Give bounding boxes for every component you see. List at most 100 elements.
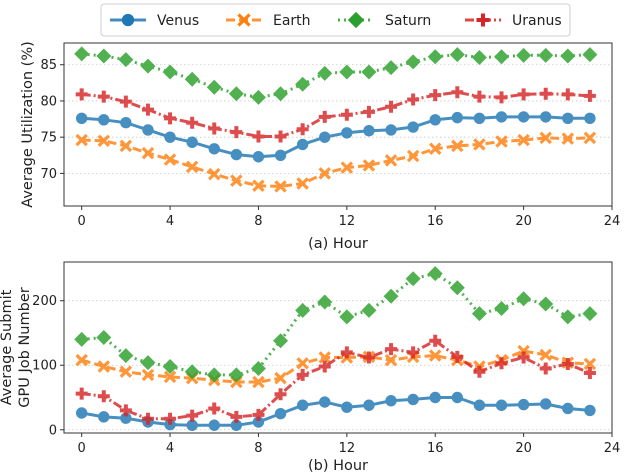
- panel-b-uranus-point: [583, 366, 596, 379]
- legend-item-earth: Earth: [226, 13, 311, 29]
- panel-a-venus-point: [120, 116, 132, 129]
- panel-a-uranus-point: [296, 123, 309, 136]
- panel-b-uranus-point: [429, 334, 442, 347]
- panel-b-venus-point: [363, 399, 375, 411]
- panel-a-uranus-point: [340, 108, 353, 121]
- panel-a-uranus-point: [451, 86, 464, 99]
- panel-a-earth-point: [362, 159, 376, 172]
- panel-a-earth-point: [406, 149, 420, 163]
- panel-b-saturn-point: [140, 355, 156, 371]
- panel-b-uranus-point: [517, 351, 530, 364]
- panel-b-earth-point: [119, 365, 133, 378]
- panel-a-earth-point: [583, 131, 597, 145]
- legend-uranus-marker: [476, 13, 490, 27]
- panel-a-venus-point: [186, 136, 198, 148]
- panel-b-saturn-point: [118, 348, 134, 364]
- panel-a-saturn-point: [494, 49, 510, 65]
- panel-b-venus-point: [495, 399, 508, 411]
- panel-b-xtick-label: 24: [604, 441, 621, 456]
- panel-a-earth-point: [252, 179, 265, 192]
- panel-a-uranus-point: [274, 130, 287, 143]
- legend-uranus-label: Uranus: [512, 13, 562, 29]
- panel-a-earth-point: [340, 161, 354, 174]
- panel-a-utilization: 70 75 80 85 0 4 8 12 16 20 24 (a) Hour Average Uti…: [20, 41, 620, 252]
- panel-a-venus-point: [341, 127, 353, 139]
- panel-a-venus-point: [164, 131, 176, 143]
- panel-b-uranus-point: [186, 409, 199, 422]
- panel-b-uranus-point: [561, 357, 574, 370]
- panel-b-series-uranus: [75, 334, 596, 425]
- panel-b-uranus-point: [318, 360, 331, 373]
- panel-a-earth-point: [495, 135, 508, 148]
- panel-b-saturn-point: [206, 367, 222, 383]
- panel-b-xtick-label: 16: [427, 441, 444, 456]
- panel-b-earth-point: [97, 360, 111, 373]
- legend-item-uranus: Uranus: [465, 13, 562, 29]
- panel-a-venus-point: [319, 131, 331, 143]
- panel-a-earth-point: [473, 138, 486, 151]
- panel-b-venus-point: [540, 398, 552, 410]
- panel-a-uranus-point: [252, 130, 265, 143]
- panel-b-saturn-point: [96, 329, 112, 345]
- panel-a-uranus-point: [119, 95, 132, 108]
- panel-a-xtick-label: 20: [515, 214, 532, 229]
- panel-b-saturn-point: [339, 309, 355, 325]
- panel-a-series-venus-line: [81, 115, 590, 159]
- panel-b-earth-point: [75, 353, 88, 367]
- panel-b-venus-point: [120, 412, 132, 424]
- panel-a-venus-point: [473, 112, 486, 125]
- panel-a-venus-point: [495, 111, 508, 123]
- panel-a-venus-point: [75, 112, 88, 125]
- panel-a-venus-point: [451, 111, 464, 124]
- panel-a-series-venus: [75, 111, 596, 163]
- panel-a-uranus-point: [407, 93, 420, 106]
- panel-b-ytick-label: 200: [32, 294, 57, 309]
- panel-b-series-venus-line: [81, 396, 591, 427]
- panel-a-venus-point: [584, 112, 596, 125]
- panel-a-saturn-point: [405, 54, 421, 70]
- panel-a-earth-point: [517, 133, 530, 147]
- panel-a-saturn-point: [140, 58, 156, 74]
- panel-a-xtick-label: 24: [604, 214, 621, 229]
- panel-b-venus-point: [517, 398, 530, 411]
- panel-a-earth-point: [384, 154, 398, 167]
- panel-b-venus-point: [473, 399, 486, 411]
- legend-earth-marker: [237, 13, 251, 27]
- panel-b-uranus-point: [164, 412, 177, 425]
- panel-a-earth-point: [185, 160, 199, 174]
- panel-b-venus-point: [274, 407, 287, 420]
- panel-a-uranus-point: [362, 105, 375, 118]
- panel-a-earth-point: [296, 177, 309, 190]
- panel-a-saturn-point: [228, 86, 244, 102]
- panel-a-venus-point: [296, 138, 309, 151]
- panel-a-xlabel: (a) Hour: [308, 236, 368, 252]
- panel-b-uranus-point: [495, 357, 508, 370]
- panel-a-xtick-label: 4: [166, 214, 174, 229]
- panel-a-saturn-point: [538, 47, 554, 63]
- panel-a-uranus-point: [385, 100, 398, 113]
- panel-a-ytick-label: 80: [40, 94, 57, 109]
- panel-a-saturn-point: [361, 64, 377, 80]
- panel-a-saturn-point: [118, 52, 134, 68]
- panel-b-saturn-point: [228, 367, 244, 383]
- panel-a-earth-point: [318, 167, 331, 180]
- panel-b-venus-point: [186, 419, 198, 431]
- panel-a-uranus-point: [230, 126, 243, 139]
- panel-a-saturn-point: [339, 64, 355, 80]
- panel-a-earth-point: [561, 132, 575, 145]
- panel-b-saturn-point: [273, 333, 289, 349]
- panel-a-uranus-point: [473, 90, 486, 103]
- panel-b-xlabel: (b) Hour: [308, 458, 368, 474]
- panel-b-uranus-point: [230, 410, 243, 423]
- legend-item-venus: Venus: [110, 13, 199, 29]
- panel-b-venus-point: [451, 391, 464, 404]
- panel-a-venus-point: [230, 148, 243, 161]
- panel-b-saturn-point: [250, 360, 266, 376]
- panel-b-earth-point: [517, 344, 530, 358]
- panel-a-uranus-point: [517, 88, 530, 101]
- panel-a-saturn-point: [383, 60, 399, 76]
- panel-b-venus-point: [429, 391, 441, 404]
- panel-a-uranus-point: [97, 90, 110, 103]
- panel-a-venus-point: [540, 111, 552, 123]
- panel-a-earth-point: [428, 142, 442, 156]
